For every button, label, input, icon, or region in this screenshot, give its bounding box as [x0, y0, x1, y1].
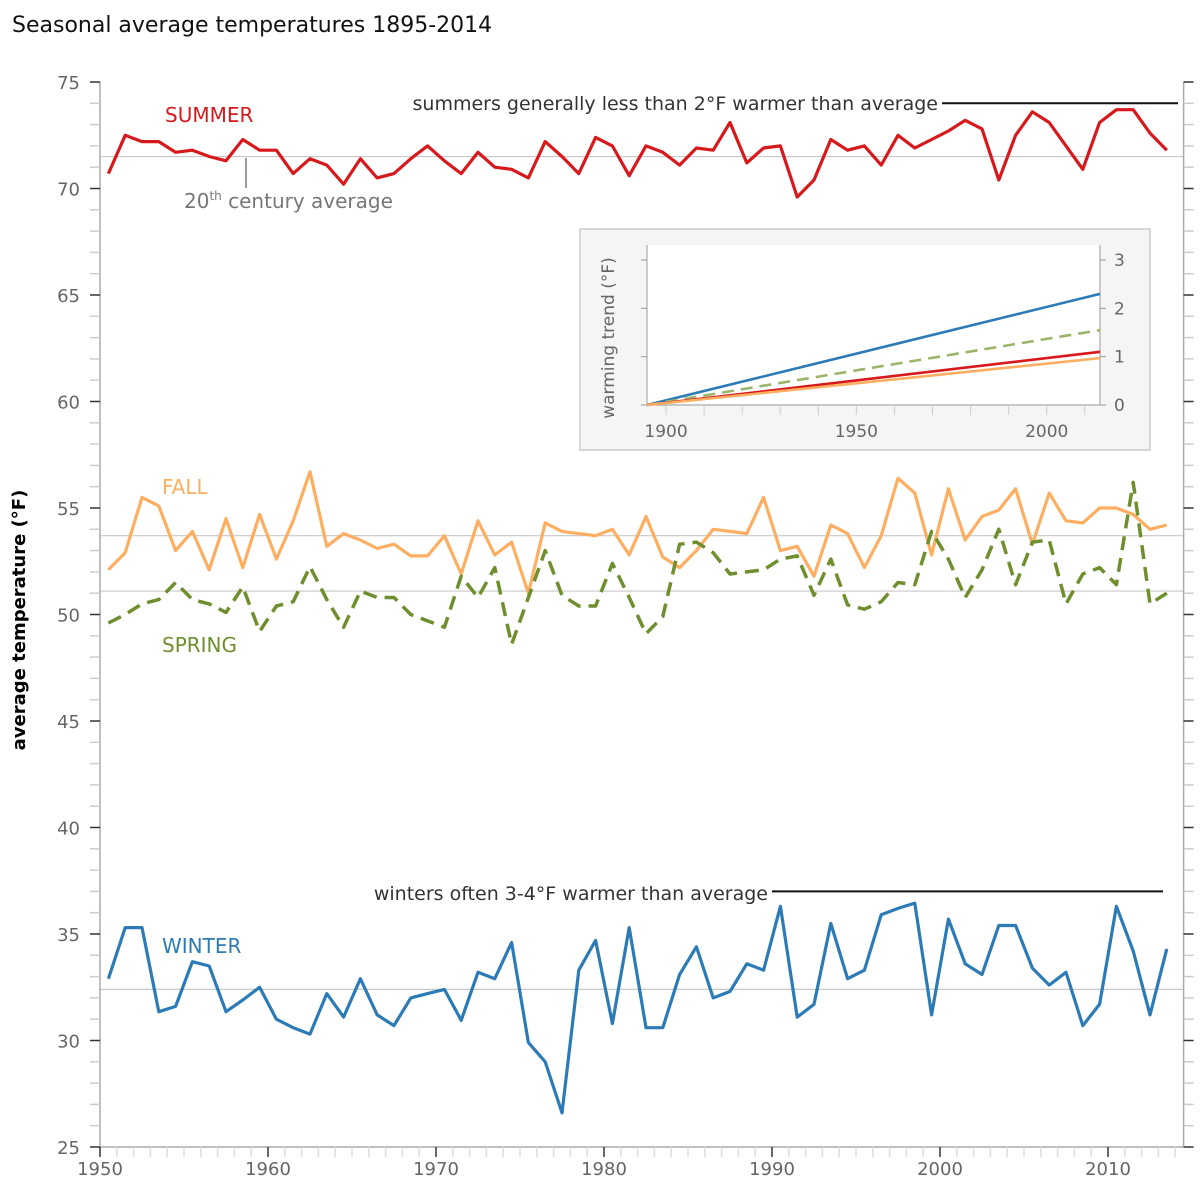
inset-x-tick-label: 1900: [644, 422, 687, 442]
warming-trend-inset: warming trend (°F) 0 1 2 3 1900 1950 2000: [579, 228, 1151, 451]
inset-y-tick-label: 0: [1114, 396, 1125, 416]
x-tick-label: 1970: [413, 1159, 459, 1180]
y-tick-label: 75: [57, 73, 80, 94]
series-line-summer: [106, 108, 1168, 199]
x-tick-label: 1990: [749, 1159, 795, 1180]
series-label-fall: FALL: [162, 475, 208, 499]
series-line-winter: [106, 901, 1169, 1115]
y-tick-label: 70: [57, 180, 80, 201]
x-tick-label: 1980: [581, 1159, 627, 1180]
inset-y-tick-label: 3: [1114, 251, 1125, 271]
inset-trend-spring: [646, 328, 1101, 407]
summer-annotation: summers generally less than 2°F warmer t…: [413, 93, 938, 115]
y-tick-label: 45: [57, 712, 80, 733]
inset-trend-winter: [646, 292, 1101, 407]
y-tick-label: 30: [57, 1032, 80, 1053]
inset-y-tick-label: 2: [1114, 299, 1125, 319]
x-tick-label: 2010: [1085, 1159, 1131, 1180]
x-tick-label: 1950: [77, 1159, 123, 1180]
y-tick-label: 35: [57, 925, 80, 946]
inset-axes: 0 1 2 3 1900 1950 2000: [641, 245, 1125, 442]
inset-x-tick-label: 1950: [835, 422, 878, 442]
winter-annotation: winters often 3-4°F warmer than average: [374, 883, 768, 905]
chart-title: Seasonal average temperatures 1895-2014: [12, 13, 492, 38]
inset-y-axis-label: warming trend (°F): [599, 257, 619, 419]
y-tick-label: 55: [57, 499, 80, 520]
y-tick-label: 60: [57, 393, 80, 414]
inset-trend-fall: [646, 356, 1101, 407]
x-tick-label: 1960: [245, 1159, 291, 1180]
y-tick-label: 25: [57, 1138, 80, 1159]
inset-y-tick-label: 1: [1114, 348, 1125, 368]
average-label: 20th century average: [184, 189, 393, 213]
y-axis-label: average temperature (°F): [9, 490, 30, 751]
series-label-winter: WINTER: [162, 934, 241, 958]
series-label-summer: SUMMER: [165, 103, 253, 127]
y-tick-label: 40: [57, 819, 80, 840]
y-tick-label: 50: [57, 606, 80, 627]
series-line-spring: [107, 480, 1168, 647]
inset-x-tick-label: 2000: [1025, 422, 1068, 442]
series-label-spring: SPRING: [162, 633, 237, 657]
x-tick-label: 2000: [917, 1159, 963, 1180]
series-line-fall: [107, 470, 1168, 595]
inset-trend-lines: [646, 292, 1101, 407]
series-lines: [106, 108, 1169, 1115]
y-tick-label: 65: [57, 286, 80, 307]
